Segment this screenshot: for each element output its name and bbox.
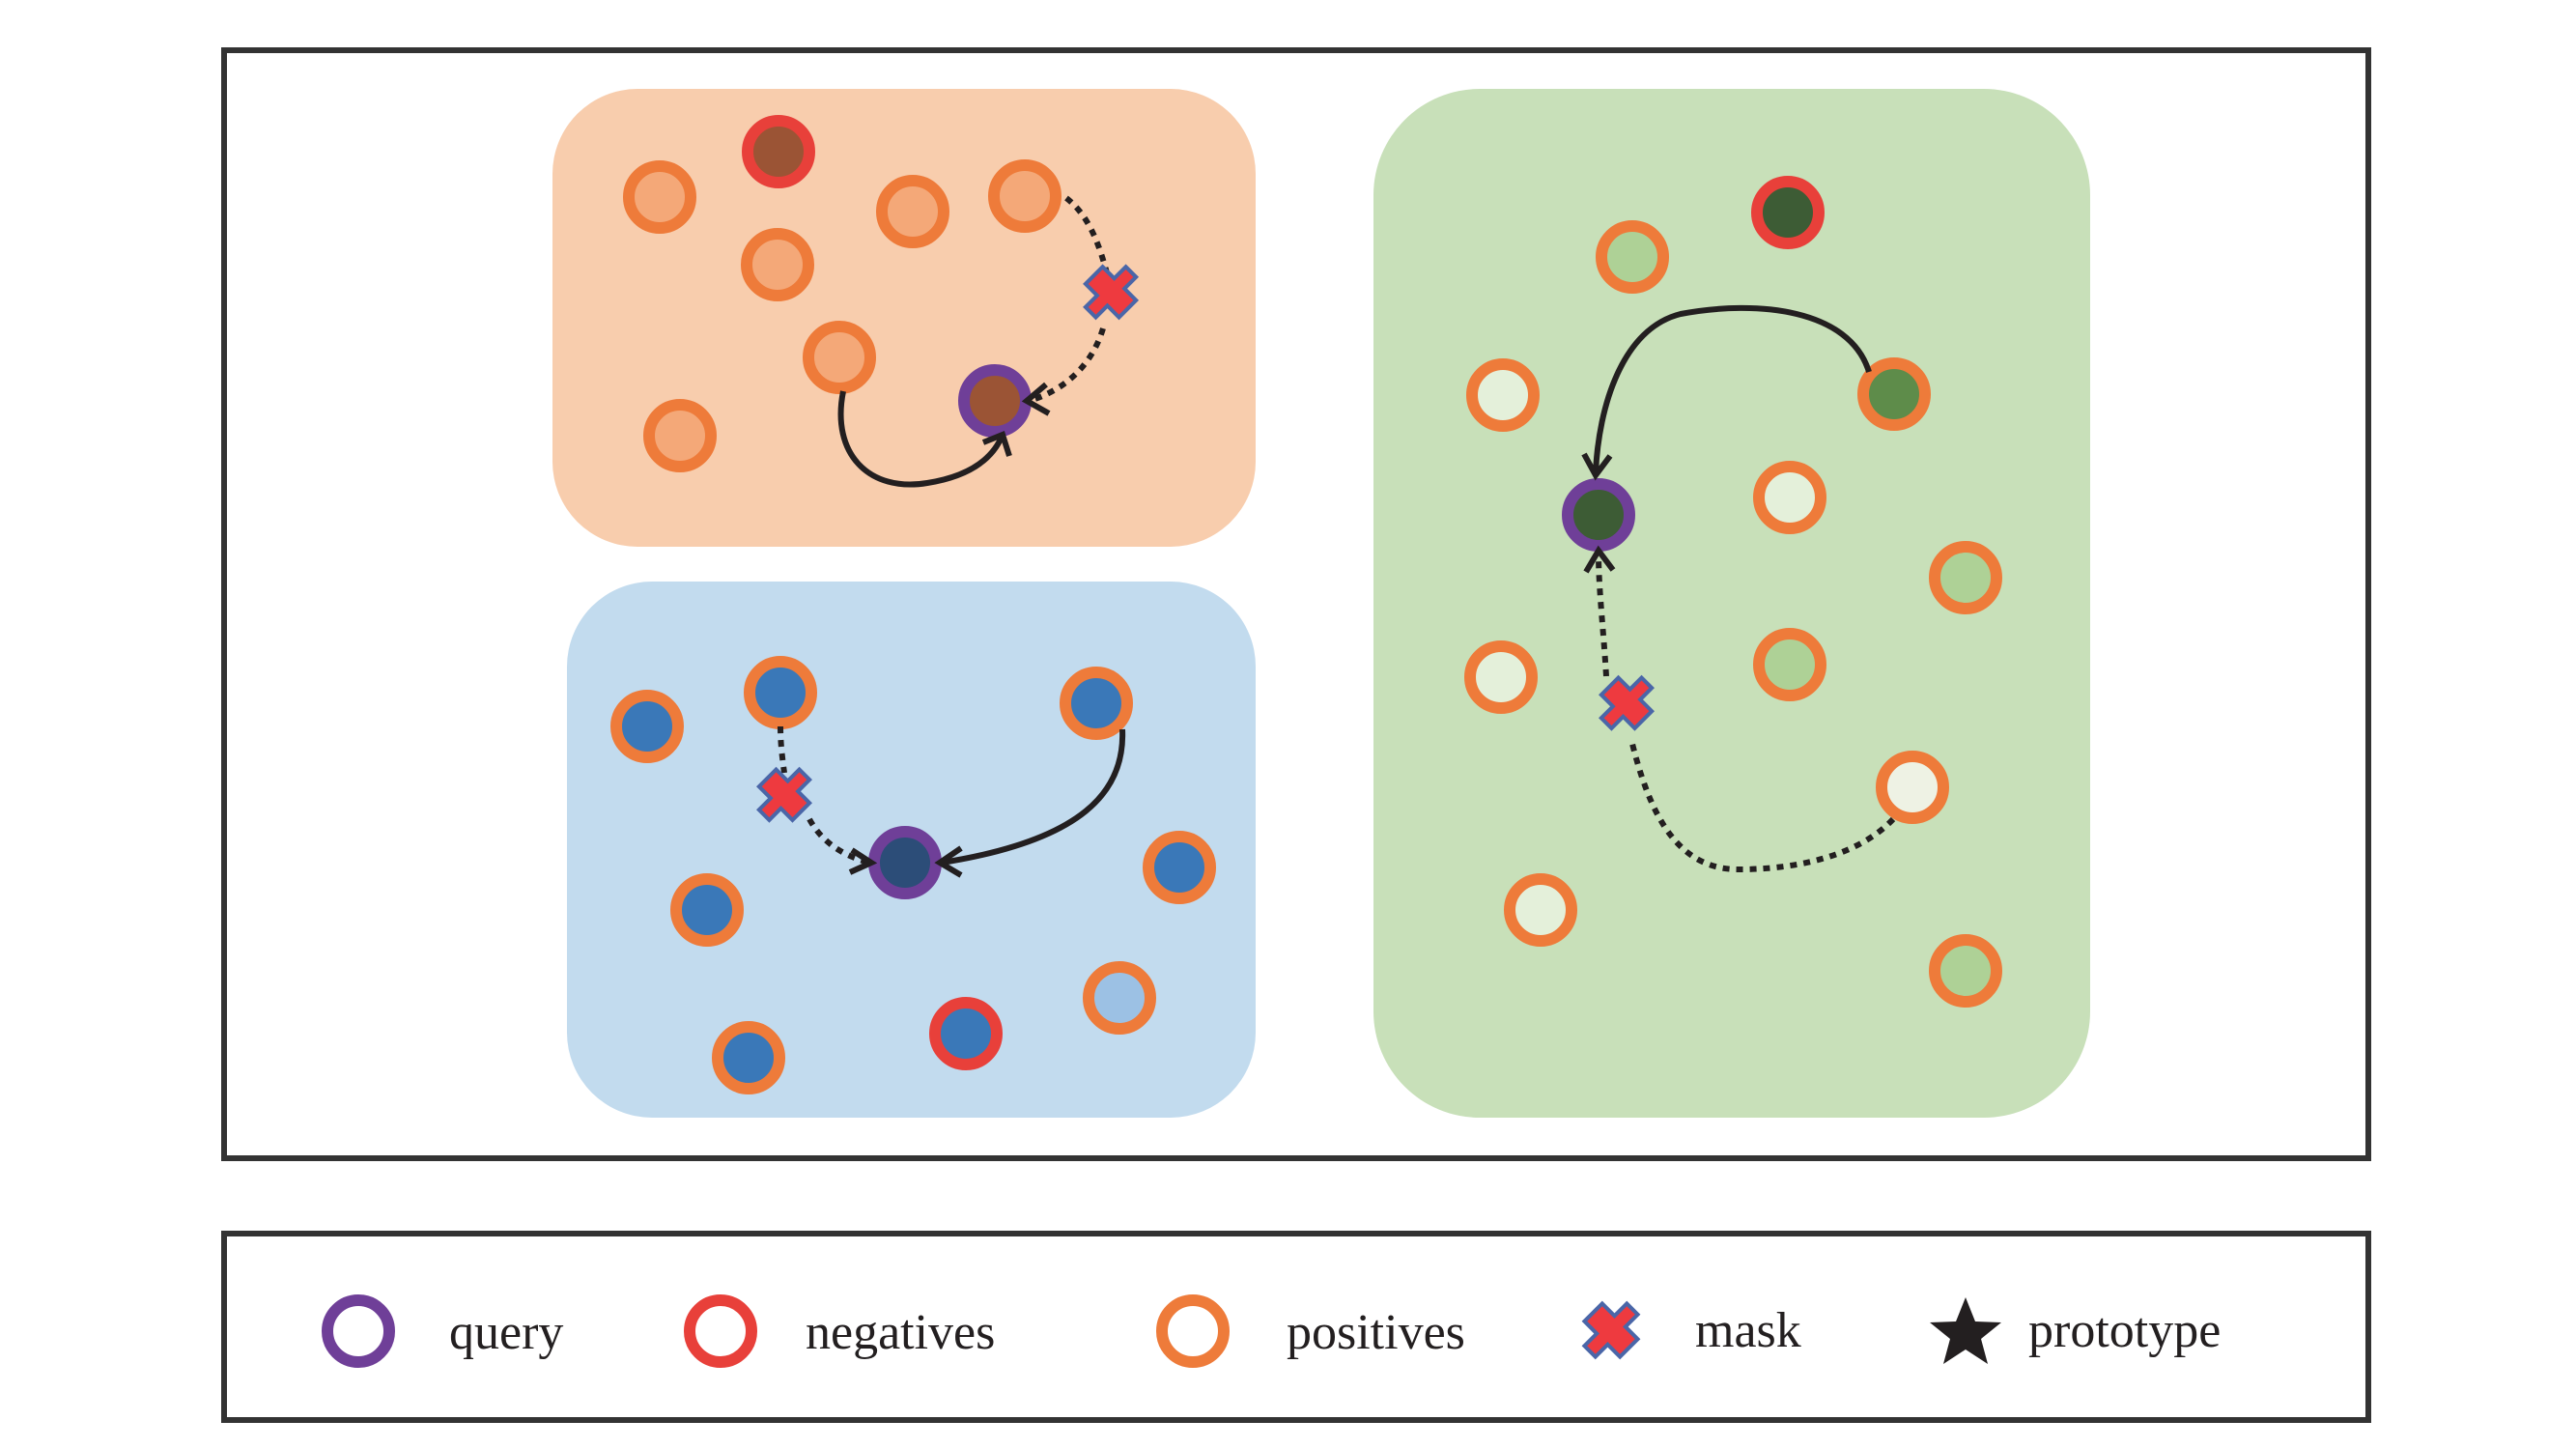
positive-node bbox=[623, 160, 696, 234]
positive-node bbox=[1143, 831, 1216, 904]
arrowhead bbox=[934, 845, 963, 878]
positive-node bbox=[1857, 357, 1931, 431]
dotted-arrow-upper bbox=[778, 725, 787, 774]
legend-prototype: prototype bbox=[1930, 1297, 2221, 1364]
positive-node bbox=[1876, 751, 1949, 824]
green-cluster-arrows bbox=[1581, 304, 1896, 873]
positive-node bbox=[988, 159, 1062, 233]
positive-node bbox=[1929, 934, 2002, 1008]
negative-node bbox=[1751, 176, 1825, 249]
mask-icon bbox=[1581, 1300, 1641, 1360]
legend-positives: positives bbox=[1156, 1294, 1465, 1368]
positive-node bbox=[876, 175, 949, 248]
positive-node bbox=[712, 1021, 785, 1094]
legend-negatives: negatives bbox=[684, 1294, 995, 1368]
positive-node bbox=[1083, 961, 1156, 1035]
positive-node bbox=[1929, 541, 2002, 614]
legend-query-label: query bbox=[449, 1305, 563, 1360]
dotted-arrow-lower bbox=[1629, 743, 1896, 873]
solid-arrow bbox=[837, 390, 1005, 488]
negative-node bbox=[742, 115, 815, 188]
positive-node bbox=[1060, 667, 1133, 740]
dotted-arrow-upper bbox=[1596, 552, 1609, 677]
orange-cluster bbox=[552, 89, 1256, 547]
legend-frame bbox=[221, 1231, 2371, 1423]
query-node bbox=[1562, 478, 1635, 552]
positive-node bbox=[610, 690, 684, 763]
main-frame bbox=[221, 47, 2371, 1161]
positive-node bbox=[1464, 640, 1538, 714]
negative-icon bbox=[684, 1294, 757, 1368]
positive-node bbox=[741, 228, 814, 301]
positive-icon bbox=[1156, 1294, 1230, 1368]
query-node bbox=[958, 364, 1032, 438]
positive-node bbox=[1753, 461, 1826, 534]
legend-mask-label: mask bbox=[1695, 1303, 1801, 1358]
legend-prototype-label: prototype bbox=[2028, 1303, 2221, 1358]
solid-arrow bbox=[941, 728, 1126, 866]
legend-query: query bbox=[322, 1294, 563, 1368]
arrowhead bbox=[1583, 545, 1616, 574]
positive-node bbox=[744, 656, 817, 729]
blue-cluster-nodes bbox=[610, 656, 1216, 1094]
positive-node bbox=[1753, 628, 1826, 701]
query-node bbox=[868, 826, 942, 899]
positive-node bbox=[1466, 358, 1540, 432]
legend-mask: mask bbox=[1581, 1300, 1801, 1360]
legend-negatives-label: negatives bbox=[806, 1305, 995, 1360]
blue-cluster-arrows bbox=[778, 725, 1126, 878]
arrowhead bbox=[981, 431, 1012, 457]
orange-cluster-nodes bbox=[623, 115, 1062, 472]
positive-node bbox=[1596, 220, 1669, 294]
mask-cross bbox=[756, 766, 812, 823]
star-icon bbox=[1930, 1297, 2001, 1364]
mask-cross bbox=[1083, 264, 1140, 321]
dotted-arrow-lower bbox=[1028, 327, 1106, 404]
positive-node bbox=[1504, 873, 1577, 947]
arrowhead bbox=[848, 847, 878, 875]
solid-arrow bbox=[1593, 304, 1872, 474]
negative-node bbox=[929, 997, 1003, 1070]
positive-node bbox=[803, 321, 876, 394]
positive-node bbox=[670, 873, 744, 947]
green-cluster-nodes bbox=[1464, 176, 2002, 1008]
arrowhead bbox=[1581, 452, 1613, 481]
arrowhead bbox=[1021, 382, 1051, 416]
positive-node bbox=[643, 399, 717, 472]
query-icon bbox=[322, 1294, 395, 1368]
legend-positives-label: positives bbox=[1287, 1305, 1465, 1360]
green-cluster bbox=[1373, 89, 2090, 1118]
mask-cross bbox=[1599, 674, 1655, 731]
